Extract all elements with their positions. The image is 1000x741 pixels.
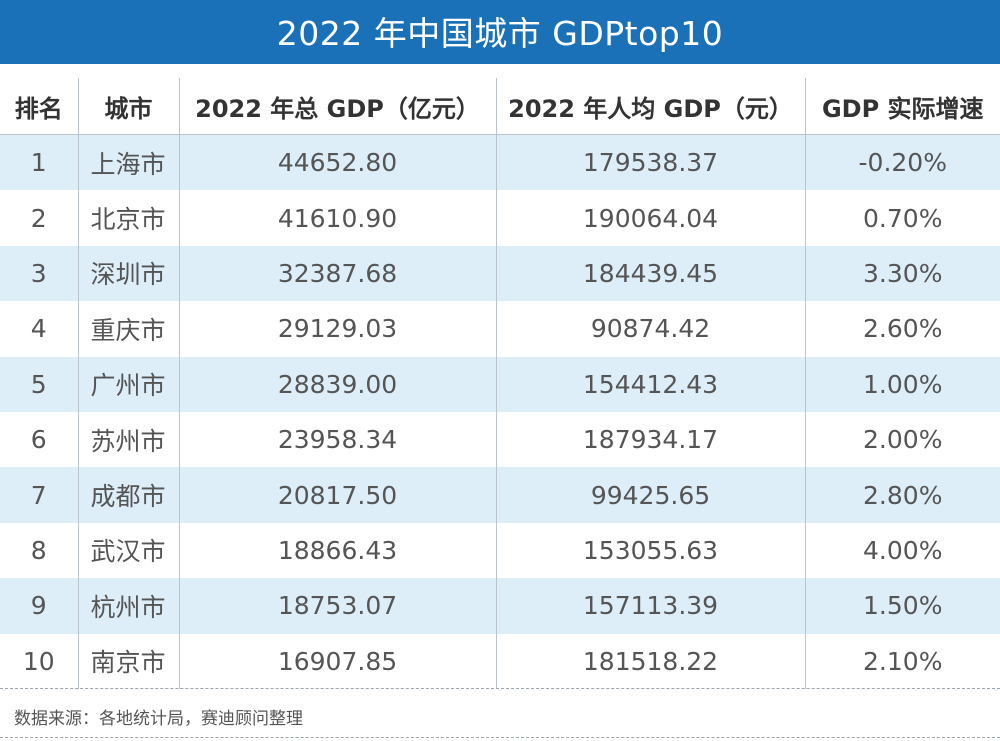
- footer-divider-bottom: [0, 737, 1000, 738]
- total-gdp-cell: 18866.43: [178, 522, 496, 579]
- growth-cell: -0.20%: [804, 134, 1000, 191]
- city-cell: 杭州市: [77, 578, 179, 634]
- table-row: 3 深圳市 32387.68 184439.45 3.30%: [0, 245, 1000, 302]
- table-title: 2022 年中国城市 GDPtop10: [276, 14, 724, 53]
- total-gdp-cell: 32387.68: [178, 245, 496, 302]
- per-capita-gdp-cell: 153055.63: [495, 522, 805, 579]
- growth-cell: 4.00%: [804, 522, 1000, 579]
- table-row: 5 广州市 28839.00 154412.43 1.00%: [0, 356, 1000, 412]
- growth-cell: 1.50%: [804, 578, 1000, 634]
- table-row: 10 南京市 16907.85 181518.22 2.10%: [0, 633, 1000, 689]
- per-capita-gdp-cell: 187934.17: [495, 411, 805, 468]
- total-gdp-cell: 28839.00: [178, 356, 496, 412]
- header-rank: 排名: [0, 78, 78, 135]
- city-cell: 南京市: [77, 633, 179, 689]
- gdp-table: 排名 城市 2022 年总 GDP（亿元） 2022 年人均 GDP（元） GD…: [0, 78, 1000, 689]
- rank-cell: 7: [0, 467, 78, 523]
- city-cell: 深圳市: [77, 245, 179, 302]
- growth-cell: 2.80%: [804, 467, 1000, 523]
- header-per-capita-gdp: 2022 年人均 GDP（元）: [495, 78, 805, 135]
- table-row: 7 成都市 20817.50 99425.65 2.80%: [0, 467, 1000, 523]
- growth-cell: 2.60%: [804, 301, 1000, 357]
- growth-cell: 1.00%: [804, 356, 1000, 412]
- per-capita-gdp-cell: 154412.43: [495, 356, 805, 412]
- rank-cell: 4: [0, 301, 78, 357]
- total-gdp-cell: 23958.34: [178, 411, 496, 468]
- footer-divider-top: [0, 688, 1000, 689]
- source-note: 数据来源：各地统计局，赛迪顾问整理: [14, 709, 303, 729]
- header-total-gdp: 2022 年总 GDP（亿元）: [178, 78, 496, 135]
- city-cell: 上海市: [77, 134, 179, 191]
- total-gdp-cell: 41610.90: [178, 190, 496, 246]
- per-capita-gdp-cell: 190064.04: [495, 190, 805, 246]
- per-capita-gdp-cell: 184439.45: [495, 245, 805, 302]
- table-row: 8 武汉市 18866.43 153055.63 4.00%: [0, 522, 1000, 579]
- table-title-bar: 2022 年中国城市 GDPtop10: [0, 0, 1000, 64]
- header-growth: GDP 实际增速: [804, 78, 1000, 135]
- rank-cell: 8: [0, 522, 78, 579]
- per-capita-gdp-cell: 179538.37: [495, 134, 805, 191]
- per-capita-gdp-cell: 181518.22: [495, 633, 805, 689]
- table-row: 9 杭州市 18753.07 157113.39 1.50%: [0, 578, 1000, 634]
- rank-cell: 10: [0, 633, 78, 689]
- header-row: 排名 城市 2022 年总 GDP（亿元） 2022 年人均 GDP（元） GD…: [0, 78, 1000, 135]
- total-gdp-cell: 20817.50: [178, 467, 496, 523]
- city-cell: 苏州市: [77, 411, 179, 468]
- rank-cell: 5: [0, 356, 78, 412]
- table-row: 6 苏州市 23958.34 187934.17 2.00%: [0, 411, 1000, 468]
- rank-cell: 6: [0, 411, 78, 468]
- total-gdp-cell: 18753.07: [178, 578, 496, 634]
- total-gdp-cell: 16907.85: [178, 633, 496, 689]
- rank-cell: 9: [0, 578, 78, 634]
- per-capita-gdp-cell: 157113.39: [495, 578, 805, 634]
- growth-cell: 2.00%: [804, 411, 1000, 468]
- growth-cell: 0.70%: [804, 190, 1000, 246]
- total-gdp-cell: 29129.03: [178, 301, 496, 357]
- per-capita-gdp-cell: 90874.42: [495, 301, 805, 357]
- growth-cell: 2.10%: [804, 633, 1000, 689]
- header-city: 城市: [77, 78, 179, 135]
- city-cell: 武汉市: [77, 522, 179, 579]
- rank-cell: 2: [0, 190, 78, 246]
- table-row: 4 重庆市 29129.03 90874.42 2.60%: [0, 301, 1000, 357]
- city-cell: 广州市: [77, 356, 179, 412]
- city-cell: 北京市: [77, 190, 179, 246]
- table-row: 1 上海市 44652.80 179538.37 -0.20%: [0, 134, 1000, 191]
- city-cell: 重庆市: [77, 301, 179, 357]
- growth-cell: 3.30%: [804, 245, 1000, 302]
- rank-cell: 3: [0, 245, 78, 302]
- city-cell: 成都市: [77, 467, 179, 523]
- rank-cell: 1: [0, 134, 78, 191]
- per-capita-gdp-cell: 99425.65: [495, 467, 805, 523]
- table-row: 2 北京市 41610.90 190064.04 0.70%: [0, 190, 1000, 246]
- total-gdp-cell: 44652.80: [178, 134, 496, 191]
